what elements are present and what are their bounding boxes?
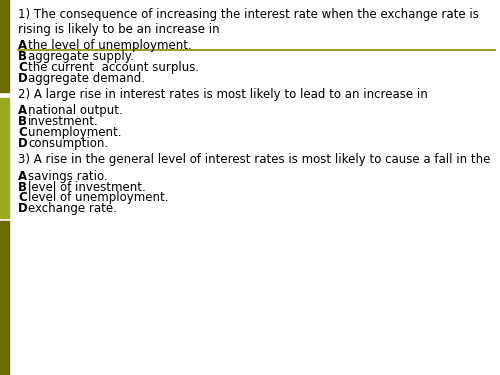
Text: exchange rate.: exchange rate.: [28, 202, 117, 215]
Text: 2) A large rise in interest rates is most likely to lead to an increase in: 2) A large rise in interest rates is mos…: [18, 88, 428, 101]
Text: aggregate demand.: aggregate demand.: [28, 72, 145, 85]
Text: A: A: [18, 104, 27, 117]
Text: the level of unemployment.: the level of unemployment.: [28, 39, 192, 52]
Text: consumption.: consumption.: [28, 137, 108, 150]
Text: A: A: [18, 170, 27, 183]
Text: investment.: investment.: [28, 115, 99, 128]
Text: savings ratio.: savings ratio.: [28, 170, 108, 183]
Text: D: D: [18, 72, 28, 85]
Bar: [0, 98, 9, 218]
Text: D: D: [18, 137, 28, 150]
Text: D: D: [18, 202, 28, 215]
Text: B: B: [18, 115, 27, 128]
Text: C: C: [18, 61, 27, 74]
Text: level of investment.: level of investment.: [28, 180, 146, 194]
Text: B: B: [18, 180, 27, 194]
Bar: [0, 221, 9, 375]
Text: C: C: [18, 126, 27, 139]
Text: the current  account surplus.: the current account surplus.: [28, 61, 199, 74]
Text: C: C: [18, 191, 27, 204]
Text: national output.: national output.: [28, 104, 123, 117]
Text: aggregate supply.: aggregate supply.: [28, 50, 134, 63]
Text: unemployment.: unemployment.: [28, 126, 122, 139]
Text: 3) A rise in the general level of interest rates is most likely to cause a fall : 3) A rise in the general level of intere…: [18, 153, 490, 166]
Text: A: A: [18, 39, 27, 52]
Bar: [0, 0, 9, 92]
Text: level of unemployment.: level of unemployment.: [28, 191, 168, 204]
Text: B: B: [18, 50, 27, 63]
Text: rising is likely to be an increase in: rising is likely to be an increase in: [18, 22, 220, 36]
Text: 1) The consequence of increasing the interest rate when the exchange rate is: 1) The consequence of increasing the int…: [18, 8, 479, 21]
